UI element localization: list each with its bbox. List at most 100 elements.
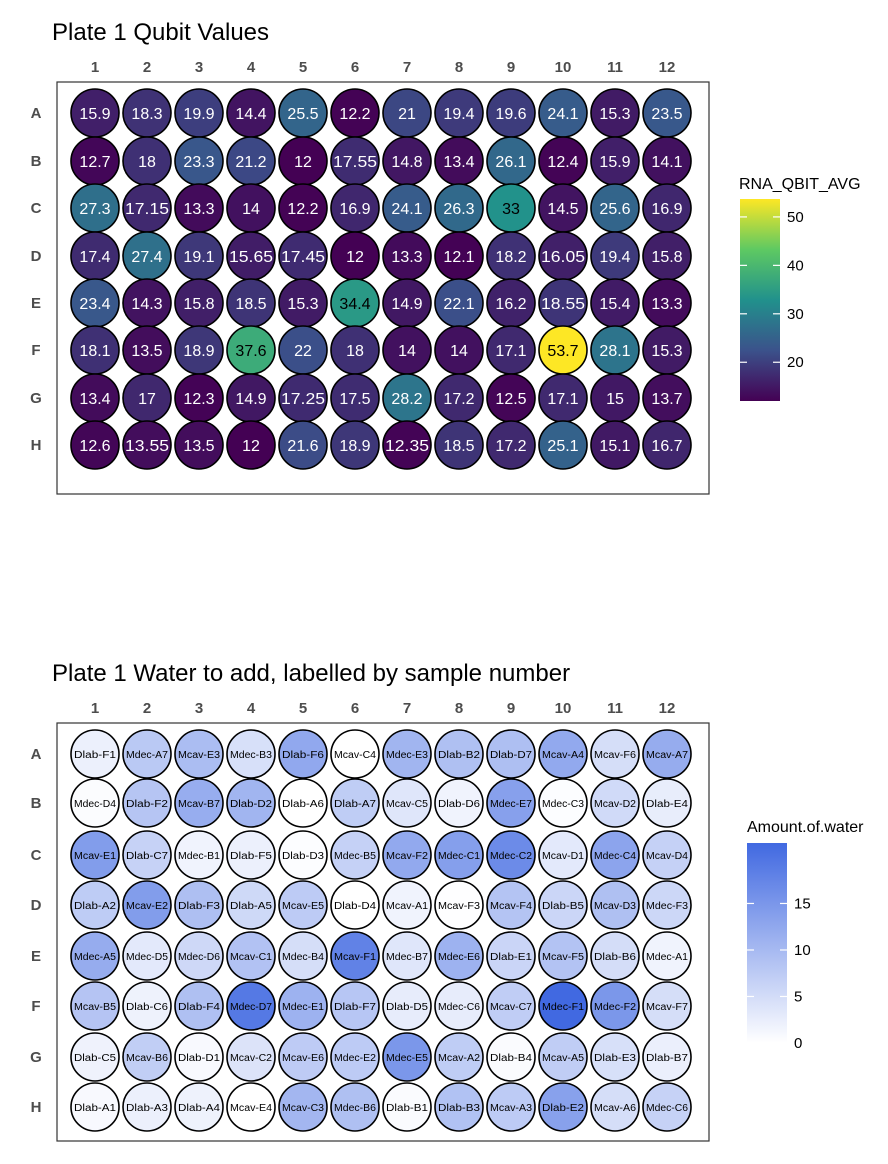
water-well-label: Mcav-E4 [230, 1103, 272, 1114]
water-column-label: 6 [351, 700, 359, 717]
qubit-well-label: 12.5 [495, 391, 526, 408]
qubit-chart: Plate 1 Qubit Values 1 2 3 4 5 6 7 8 9 10 11 12 ABC… [30, 19, 861, 495]
qubit-well-label: 37.6 [235, 343, 266, 360]
qubit-well-label: 17.5 [339, 391, 370, 408]
qubit-column-label: 8 [455, 59, 463, 76]
water-well [70, 1032, 120, 1082]
qubit-well-label: 15.65 [229, 249, 273, 266]
qubit-well-label: 13.3 [391, 249, 422, 266]
water-well-label: Mcav-A5 [542, 1053, 584, 1064]
qubit-well-label: 23.3 [183, 154, 214, 171]
water-well [278, 981, 328, 1031]
water-well [122, 1032, 172, 1082]
water-well [486, 880, 536, 930]
qubit-well-label: 13.3 [651, 296, 682, 313]
qubit-legend-tick-label: 30 [787, 306, 804, 323]
water-well-label: Mdec-F2 [594, 1002, 636, 1013]
water-well [538, 880, 588, 930]
water-well [538, 830, 588, 880]
water-well-label: Dlab-D4 [334, 901, 376, 912]
water-well [486, 729, 536, 779]
water-well [382, 1032, 432, 1082]
qubit-well-label: 27.3 [79, 201, 110, 218]
water-well [590, 981, 640, 1031]
water-column-label: 11 [607, 700, 623, 717]
water-row-label: G [30, 1049, 42, 1066]
qubit-well-label: 17.1 [547, 391, 578, 408]
water-well-label: Mcav-D1 [542, 851, 584, 862]
qubit-well-label: 23.4 [79, 296, 110, 313]
water-well-label: Mcav-A4 [542, 750, 584, 761]
water-legend-title: Amount.of.water [747, 819, 864, 836]
water-well-label: Dlab-F2 [126, 799, 169, 810]
qubit-well-label: 14.5 [547, 201, 578, 218]
qubit-well-label: 12 [346, 249, 364, 266]
qubit-well-label: 13.7 [651, 391, 682, 408]
qubit-well-label: 12.7 [79, 154, 110, 171]
qubit-well [330, 420, 380, 470]
water-well-label: Dlab-F4 [178, 1002, 221, 1013]
water-well [122, 830, 172, 880]
water-well-label: Mdec-D7 [230, 1002, 272, 1013]
water-well-label: Dlab-D2 [230, 799, 272, 810]
water-well [122, 931, 172, 981]
water-column-label: 8 [455, 700, 463, 717]
qubit-column-label: 9 [507, 59, 515, 76]
water-well [122, 981, 172, 1031]
water-well [382, 880, 432, 930]
water-well-label: Mdec-C1 [438, 851, 480, 862]
water-well [174, 729, 224, 779]
qubit-column-headers: 1 2 3 4 5 6 7 8 9 10 11 12 [91, 59, 676, 76]
qubit-well-label: 28.1 [599, 343, 630, 360]
water-well-label: Mdec-E2 [334, 1053, 376, 1064]
water-well [382, 931, 432, 981]
water-well [590, 830, 640, 880]
qubit-well [642, 420, 692, 470]
water-well-label: Mcav-F5 [542, 952, 584, 963]
qubit-well [70, 420, 120, 470]
water-well [174, 1082, 224, 1132]
water-row-label: C [31, 847, 42, 864]
qubit-column-label: 3 [195, 59, 203, 76]
water-well-label: Mcav-B5 [74, 1002, 116, 1013]
qubit-well [590, 420, 640, 470]
water-column-label: 12 [659, 700, 676, 717]
water-well [174, 880, 224, 930]
water-well-label: Dlab-E2 [542, 1103, 584, 1114]
qubit-row-headers: A B C D E F G H [30, 105, 42, 454]
qubit-well-label: 15.3 [651, 343, 682, 360]
water-well-label: Dlab-D5 [386, 1002, 428, 1013]
water-well-label: Mdec-C4 [594, 851, 636, 862]
water-well [486, 778, 536, 828]
water-well-label: Mcav-C1 [230, 952, 272, 963]
water-well-label: Mcav-D2 [594, 799, 636, 810]
qubit-well-label: 19.4 [443, 106, 474, 123]
qubit-well-label: 17.25 [281, 391, 325, 408]
water-row-label: E [31, 948, 41, 965]
qubit-well-label: 26.1 [495, 154, 526, 171]
water-well [226, 1082, 276, 1132]
water-well [538, 1082, 588, 1132]
water-well-label: Mdec-C6 [438, 1002, 480, 1013]
water-well-label: Dlab-C6 [126, 1002, 168, 1013]
qubit-well-label: 13.4 [443, 154, 474, 171]
water-well-label: Dlab-A3 [126, 1103, 168, 1114]
water-well-label: Dlab-A1 [74, 1103, 116, 1114]
water-well-label: Dlab-A2 [74, 901, 116, 912]
qubit-well-label: 27.4 [131, 249, 162, 266]
qubit-well-label: 28.2 [391, 391, 422, 408]
water-well [330, 1082, 380, 1132]
water-well-label: Mdec-B5 [334, 851, 376, 862]
water-well-label: Mdec-C6 [646, 1103, 688, 1114]
water-well [174, 830, 224, 880]
water-well [174, 778, 224, 828]
water-well [226, 1032, 276, 1082]
water-well-label: Mcav-A2 [438, 1053, 480, 1064]
qubit-well-label: 18.55 [541, 296, 585, 313]
water-legend-ticks: 0 5 10 15 [747, 895, 811, 1052]
qubit-well-label: 14.1 [651, 154, 682, 171]
qubit-well-label: 25.6 [599, 201, 630, 218]
qubit-legend-title: RNA_QBIT_AVG [739, 176, 861, 193]
water-well-label: Mdec-B7 [386, 952, 428, 963]
water-well-label: Dlab-C5 [74, 1053, 116, 1064]
